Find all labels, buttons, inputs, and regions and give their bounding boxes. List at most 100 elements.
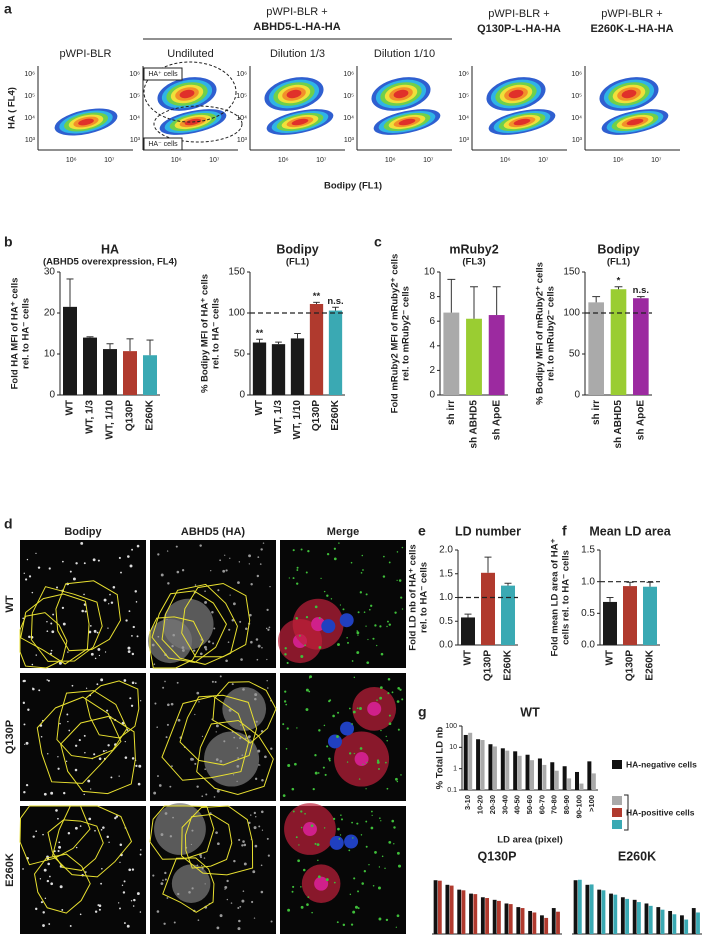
droplet bbox=[237, 757, 240, 759]
x-tick-label: sh ABHD5 bbox=[613, 400, 624, 449]
droplet bbox=[105, 750, 107, 752]
droplet bbox=[238, 561, 241, 563]
y-tick-label: 0 bbox=[239, 390, 245, 401]
cell-outline bbox=[19, 612, 68, 669]
droplet bbox=[68, 729, 71, 732]
droplet bbox=[84, 752, 86, 754]
droplet bbox=[69, 925, 72, 927]
droplet bbox=[123, 922, 126, 925]
droplet bbox=[241, 754, 244, 757]
droplet bbox=[48, 875, 51, 878]
bar bbox=[83, 337, 97, 395]
droplet bbox=[380, 652, 384, 656]
x-tick-label: 90-100 bbox=[574, 795, 583, 818]
droplet bbox=[291, 787, 295, 791]
droplet bbox=[131, 757, 135, 760]
droplet bbox=[370, 810, 373, 813]
droplet bbox=[131, 652, 135, 656]
droplet bbox=[57, 849, 60, 853]
droplet bbox=[350, 923, 354, 926]
droplet bbox=[356, 651, 360, 654]
bar bbox=[542, 764, 547, 790]
droplet bbox=[222, 569, 226, 573]
bar bbox=[143, 355, 157, 395]
bar bbox=[591, 773, 596, 790]
droplet bbox=[401, 546, 404, 549]
x-tick-label: 10⁶ bbox=[385, 157, 396, 164]
cell-outline bbox=[184, 813, 233, 869]
droplet bbox=[25, 578, 28, 581]
droplet bbox=[110, 776, 113, 779]
droplet bbox=[190, 843, 193, 846]
droplet bbox=[294, 762, 297, 766]
droplet bbox=[194, 762, 197, 765]
droplet bbox=[61, 606, 65, 610]
droplet bbox=[83, 593, 85, 596]
droplet bbox=[135, 682, 137, 685]
y-tick-label: 6 bbox=[429, 316, 435, 327]
y-tick-label: 0.1 bbox=[447, 787, 457, 794]
droplet bbox=[257, 644, 261, 648]
x-tick-label: 60-70 bbox=[537, 795, 546, 814]
droplet bbox=[396, 851, 400, 855]
droplet bbox=[181, 569, 185, 572]
droplet bbox=[126, 555, 130, 558]
nucleus bbox=[344, 834, 359, 849]
droplet bbox=[51, 630, 55, 634]
x-tick-label: sh irr bbox=[446, 400, 457, 425]
droplet bbox=[366, 761, 368, 764]
y-tick-label: 10⁶ bbox=[236, 71, 247, 78]
chart-subtitle: (FL3) bbox=[462, 257, 485, 268]
droplet bbox=[23, 723, 26, 726]
x-tick-label: 10⁷ bbox=[538, 157, 549, 164]
droplet bbox=[370, 826, 374, 830]
droplet bbox=[107, 744, 110, 747]
droplet bbox=[240, 658, 243, 661]
droplet bbox=[136, 892, 140, 895]
y-axis-label: rel. to HA⁻ cells bbox=[419, 562, 430, 633]
bar bbox=[492, 746, 497, 790]
droplet bbox=[79, 913, 82, 916]
droplet bbox=[400, 596, 403, 599]
cell-outline bbox=[52, 805, 133, 878]
density bbox=[513, 118, 531, 126]
droplet bbox=[134, 590, 137, 593]
droplet bbox=[46, 679, 48, 681]
droplet bbox=[127, 650, 131, 654]
droplet bbox=[382, 575, 386, 578]
droplet bbox=[31, 663, 34, 666]
droplet bbox=[259, 563, 262, 565]
bar bbox=[328, 310, 343, 395]
droplet bbox=[292, 810, 295, 813]
droplet bbox=[198, 701, 200, 703]
bar bbox=[579, 783, 584, 790]
bar bbox=[680, 915, 684, 934]
bar bbox=[500, 748, 505, 790]
bar bbox=[532, 912, 537, 934]
bar bbox=[513, 751, 518, 790]
droplet bbox=[305, 571, 308, 574]
droplet bbox=[270, 747, 273, 750]
droplet bbox=[239, 620, 242, 623]
droplet bbox=[175, 545, 178, 548]
droplet bbox=[381, 855, 384, 858]
y-tick-label: 50 bbox=[234, 349, 246, 360]
droplet bbox=[23, 679, 26, 683]
droplet bbox=[233, 736, 236, 739]
droplet bbox=[365, 820, 368, 823]
droplet bbox=[295, 616, 299, 620]
droplet bbox=[136, 635, 139, 638]
x-tick-label: >100 bbox=[587, 795, 596, 812]
y-tick-label: 150 bbox=[563, 267, 580, 278]
droplet bbox=[322, 766, 325, 769]
droplet bbox=[391, 691, 394, 694]
droplet bbox=[291, 890, 294, 893]
droplet bbox=[354, 905, 358, 909]
droplet bbox=[388, 561, 391, 564]
droplet bbox=[28, 635, 31, 639]
droplet bbox=[28, 575, 32, 578]
bar bbox=[554, 770, 559, 790]
droplet bbox=[351, 821, 353, 824]
